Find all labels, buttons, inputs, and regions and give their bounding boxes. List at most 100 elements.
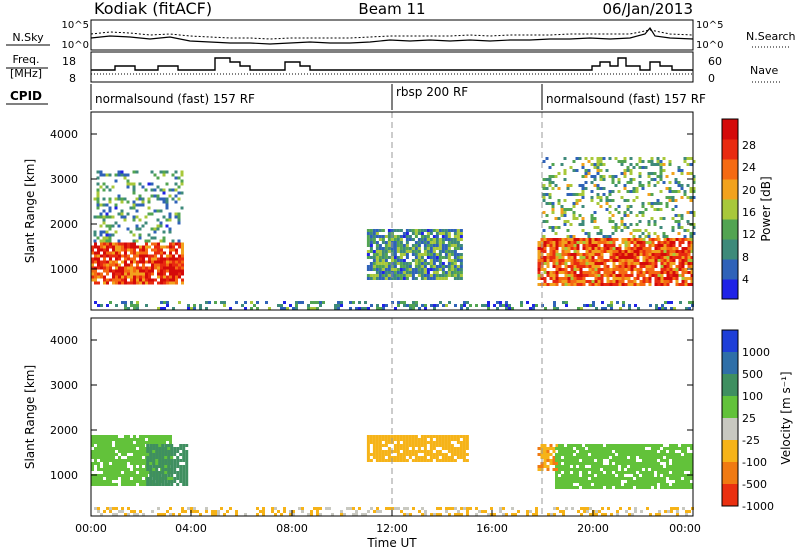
power-cell bbox=[561, 268, 565, 271]
velocity-cell bbox=[597, 483, 600, 486]
power-cell bbox=[552, 253, 556, 256]
power-cell bbox=[674, 220, 678, 223]
power-cell bbox=[585, 280, 589, 283]
power-cell bbox=[600, 283, 604, 286]
velocity-cell bbox=[423, 438, 427, 441]
velocity-cell bbox=[690, 444, 693, 447]
power-cell bbox=[97, 263, 100, 267]
power-cell bbox=[378, 259, 382, 262]
power-cell bbox=[669, 262, 673, 265]
power-cell bbox=[569, 223, 573, 226]
power-cell bbox=[612, 241, 616, 244]
power-cell bbox=[366, 256, 370, 259]
velocity-cell bbox=[546, 450, 550, 453]
power-cell bbox=[629, 223, 633, 226]
power-cell bbox=[543, 250, 547, 253]
velocity-cell bbox=[654, 447, 657, 450]
velocity-cell bbox=[387, 435, 391, 438]
velocity-cell bbox=[570, 444, 573, 447]
velocity-cell bbox=[438, 453, 442, 456]
power-cell bbox=[657, 280, 661, 283]
power-cell bbox=[650, 163, 654, 166]
velocity-cell bbox=[417, 459, 421, 462]
power-cell bbox=[585, 256, 589, 259]
power-cell bbox=[301, 301, 304, 304]
power-cell bbox=[397, 301, 400, 304]
power-cell bbox=[642, 271, 646, 274]
power-cell bbox=[650, 160, 654, 163]
velocity-cell bbox=[370, 507, 373, 510]
power-cell bbox=[438, 265, 442, 268]
power-cell bbox=[123, 215, 127, 219]
power-cell bbox=[638, 220, 642, 223]
power-cell bbox=[181, 278, 184, 282]
power-cell bbox=[608, 157, 612, 160]
velocity-cell bbox=[118, 462, 121, 465]
power-cell bbox=[635, 229, 639, 232]
velocity-cell bbox=[161, 468, 165, 471]
velocity-cell bbox=[170, 447, 174, 450]
power-cell bbox=[540, 250, 544, 253]
velocity-cell bbox=[310, 513, 313, 516]
power-cell bbox=[674, 178, 678, 181]
power-cell bbox=[453, 262, 457, 265]
velocity-cell bbox=[152, 447, 156, 450]
velocity-cell bbox=[627, 471, 630, 474]
power-cell bbox=[438, 262, 442, 265]
power-cell bbox=[453, 247, 457, 250]
power-cell bbox=[426, 253, 430, 256]
velocity-cell bbox=[316, 510, 319, 513]
power-cell bbox=[537, 259, 541, 262]
velocity-cell bbox=[310, 510, 313, 513]
power-cell bbox=[132, 206, 136, 210]
velocity-cell bbox=[142, 447, 145, 450]
power-cell bbox=[680, 184, 684, 187]
power-cell bbox=[459, 262, 463, 265]
velocity-cell bbox=[663, 468, 666, 471]
power-cell bbox=[453, 241, 457, 244]
power-cell bbox=[621, 271, 625, 274]
power-cell bbox=[372, 262, 376, 265]
power-cell bbox=[654, 250, 658, 253]
velocity-cell bbox=[426, 441, 430, 444]
velocity-cell bbox=[654, 465, 657, 468]
velocity-cell bbox=[462, 447, 466, 450]
power-cell bbox=[647, 202, 651, 205]
power-cell bbox=[411, 274, 415, 277]
power-cell bbox=[621, 265, 625, 268]
velocity-cell bbox=[378, 444, 382, 447]
power-cell bbox=[435, 253, 439, 256]
power-cell bbox=[608, 190, 612, 193]
velocity-cell bbox=[91, 456, 94, 459]
velocity-cell bbox=[145, 453, 148, 456]
velocity-cell bbox=[100, 513, 103, 516]
power-cell bbox=[692, 160, 696, 163]
power-cell bbox=[573, 250, 577, 253]
power-cell bbox=[588, 274, 592, 277]
power-cell bbox=[633, 253, 637, 256]
power-cell bbox=[573, 265, 577, 268]
velocity-cell bbox=[621, 456, 624, 459]
velocity-cell bbox=[124, 459, 127, 462]
velocity-cell bbox=[582, 459, 585, 462]
power-cell bbox=[573, 277, 577, 280]
power-cell bbox=[408, 271, 412, 274]
power-cell bbox=[144, 221, 148, 225]
velocity-cell bbox=[583, 507, 586, 510]
velocity-cell bbox=[142, 441, 145, 444]
velocity-cell bbox=[582, 468, 585, 471]
power-cell bbox=[588, 256, 592, 259]
power-cell bbox=[130, 281, 133, 285]
power-cell bbox=[130, 257, 133, 261]
power-cell bbox=[405, 232, 409, 235]
power-cell bbox=[408, 229, 412, 232]
power-cell bbox=[126, 182, 130, 186]
power-cell bbox=[322, 301, 325, 304]
power-cell bbox=[387, 268, 391, 271]
power-cell bbox=[636, 256, 640, 259]
velocity-cell bbox=[136, 462, 139, 465]
power-cell bbox=[151, 257, 154, 261]
power-cell bbox=[160, 266, 163, 270]
power-cell bbox=[599, 157, 603, 160]
power-cell bbox=[441, 256, 445, 259]
